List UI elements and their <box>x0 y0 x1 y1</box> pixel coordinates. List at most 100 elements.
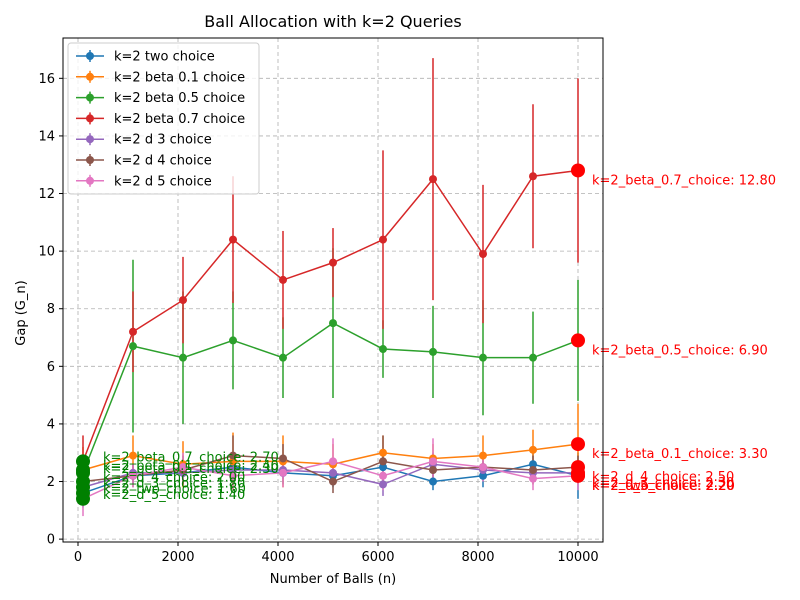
legend-marker <box>86 114 94 123</box>
series-line <box>82 169 579 462</box>
data-point <box>479 463 487 472</box>
x-tick-label: 2000 <box>161 550 194 565</box>
data-point <box>329 258 337 267</box>
start-value-annotation: k=2_d_4_choice: 2.00 <box>103 471 245 486</box>
data-point <box>529 460 537 469</box>
data-point <box>129 451 137 460</box>
end-highlight-point <box>571 333 585 348</box>
plot-frame <box>62 37 604 543</box>
start-value-annotation: k=2_beta_0.1_choice: 2.40 <box>103 459 279 474</box>
data-point <box>379 448 387 457</box>
legend-entry: k=2 d 5 choice <box>114 174 212 189</box>
start-value-annotation: k=2_d_5_choice: 1.40 <box>103 488 245 503</box>
start-highlight-point <box>76 474 90 489</box>
y-tick-label: 6 <box>47 360 55 375</box>
x-axis-ticks: 0 2000 4000 6000 8000 10000 <box>74 542 599 565</box>
start-highlight-point <box>76 491 90 506</box>
legend-entry: k=2 beta 0.7 choice <box>114 112 245 127</box>
annotations: k=2_two_choice: 2.20 k=2_two_choice: 1.60… <box>103 173 776 502</box>
data-point <box>229 235 237 244</box>
data-point <box>229 336 237 345</box>
x-axis-label: Number of Balls (n) <box>270 572 396 587</box>
data-point <box>379 471 387 480</box>
data-point <box>479 451 487 460</box>
data-point <box>329 457 337 466</box>
data-point <box>429 466 437 474</box>
end-value-annotation: k=2_beta_0.1_choice: 3.30 <box>592 447 768 462</box>
highlight-markers <box>76 163 585 506</box>
data-point <box>529 172 537 181</box>
data-point <box>379 457 387 466</box>
data-point <box>529 474 537 483</box>
legend-entry: k=2 d 4 choice <box>114 154 212 169</box>
legend-entry: k=2 two choice <box>114 50 215 65</box>
legend-marker <box>86 52 94 60</box>
x-tick-label: 6000 <box>361 550 394 565</box>
data-point <box>279 468 287 477</box>
data-point <box>329 319 337 328</box>
data-point <box>129 471 137 480</box>
end-value-annotation: k=2_d_3_choice: 2.30 <box>592 476 734 491</box>
data-point <box>379 480 387 489</box>
data-point <box>129 342 137 351</box>
data-point <box>479 471 487 480</box>
legend-marker <box>86 135 94 144</box>
end-value-annotation: k=2_d_5_choice: 2.20 <box>592 479 734 494</box>
series-markers <box>79 166 582 503</box>
data-point <box>229 466 237 474</box>
end-value-annotation: k=2_beta_0.7_choice: 12.80 <box>592 173 776 188</box>
start-value-annotation: k=2_two_choice: 1.60 <box>103 482 246 497</box>
end-highlight-point <box>571 163 585 178</box>
data-point <box>379 463 387 472</box>
data-point <box>529 353 537 362</box>
end-value-annotation: k=2_two_choice: 2.20 <box>592 479 735 494</box>
legend-box <box>67 42 260 195</box>
data-point <box>429 477 437 486</box>
start-value-annotation: k=2_beta_0.5_choice: 2.30 <box>103 462 279 477</box>
end-highlight-point <box>571 437 585 452</box>
data-point <box>429 347 437 356</box>
data-point <box>329 468 337 477</box>
data-point <box>279 353 287 362</box>
data-point <box>229 451 237 460</box>
y-tick-label: 14 <box>38 129 55 144</box>
y-axis-ticks: 0 2 4 6 8 10 12 14 16 <box>38 72 63 548</box>
legend-marker <box>86 176 94 185</box>
y-axis-label: Gap (G_n) <box>14 280 29 345</box>
data-point <box>429 457 437 466</box>
start-highlight-point <box>76 454 90 469</box>
legend-entry: k=2 d 3 choice <box>114 133 212 148</box>
data-point <box>129 327 137 336</box>
data-point <box>279 275 287 284</box>
y-tick-label: 4 <box>47 417 55 432</box>
legend-marker <box>86 93 94 102</box>
data-point <box>479 250 487 258</box>
data-point <box>479 353 487 362</box>
end-highlight-point <box>571 468 585 483</box>
legend-entry: k=2 beta 0.1 choice <box>114 70 245 85</box>
data-point <box>179 463 187 472</box>
x-tick-label: 0 <box>74 550 82 565</box>
data-point <box>279 454 287 463</box>
data-point <box>179 353 187 362</box>
data-point <box>179 296 187 305</box>
x-tick-label: 8000 <box>461 550 494 565</box>
end-value-annotation: k=2_beta_0.5_choice: 6.90 <box>592 343 768 358</box>
x-tick-label: 10000 <box>557 550 598 565</box>
data-point <box>329 477 337 486</box>
legend-marker <box>86 156 94 164</box>
data-point <box>529 445 537 454</box>
start-value-annotation: k=2_d_3_choice: 1.80 <box>103 476 245 491</box>
chart-title: Ball Allocation with k=2 Queries <box>204 12 461 31</box>
y-tick-label: 12 <box>38 187 55 202</box>
legend-marker <box>86 72 94 81</box>
y-tick-label: 16 <box>38 72 55 87</box>
y-tick-label: 8 <box>47 302 55 317</box>
start-value-annotation: k=2_beta_0.7_choice: 2.70 <box>103 450 279 465</box>
data-point <box>229 471 237 480</box>
data-point <box>429 175 437 184</box>
legend-entry: k=2 beta 0.5 choice <box>114 91 245 106</box>
data-point <box>379 235 387 244</box>
data-point <box>379 345 387 354</box>
